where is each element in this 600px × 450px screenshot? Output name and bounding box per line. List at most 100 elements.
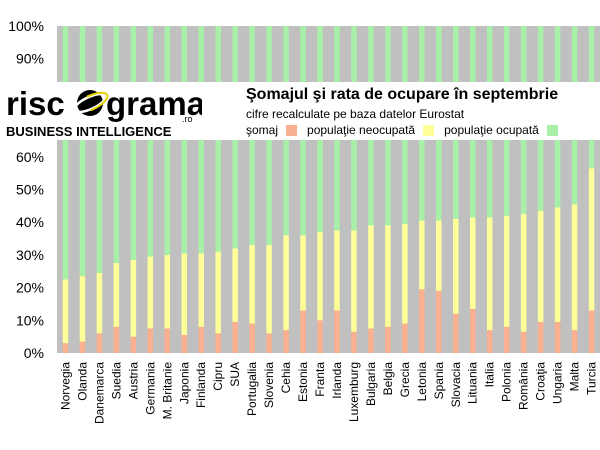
- legend-swatch-neocupata: [423, 124, 435, 136]
- x-label: Portugalia: [245, 362, 259, 416]
- riscograma-logo: risc grama .ro BUSINESS INTELLIGENCE: [6, 84, 202, 139]
- bar-somaj-21: [419, 289, 425, 353]
- bar-ocupata-4: [130, 26, 137, 260]
- svg-text:grama: grama: [106, 85, 202, 122]
- bar-neocupata-19: [385, 225, 391, 327]
- x-label: SUA: [228, 362, 242, 387]
- bar-somaj-20: [402, 323, 408, 353]
- x-label: Norvegia: [58, 362, 72, 410]
- legend: şomaj populaţie neocupată populaţie ocup…: [246, 123, 568, 137]
- bar-neocupata-14: [300, 235, 306, 311]
- x-label: Grecia: [398, 362, 412, 398]
- bar-neocupata-11: [249, 245, 255, 324]
- y-tick-label: 10%: [16, 312, 44, 328]
- x-label: Franta: [313, 362, 327, 397]
- legend-label-ocupata: populaţie ocupată: [444, 123, 539, 137]
- bar-neocupata-24: [469, 217, 476, 309]
- bar-somaj-5: [147, 328, 154, 353]
- bar-somaj-18: [368, 328, 374, 353]
- bar-somaj-16: [334, 310, 340, 353]
- bar-neocupata-15: [317, 232, 323, 321]
- bar-neocupata-5: [147, 256, 154, 329]
- bar-neocupata-25: [486, 217, 493, 331]
- bar-somaj-1: [79, 341, 86, 353]
- bar-somaj-15: [317, 320, 323, 353]
- logo-globe-icon: [71, 90, 109, 116]
- bar-neocupata-8: [198, 253, 204, 327]
- y-tick-label: 20%: [16, 280, 44, 296]
- x-label: Germania: [143, 362, 157, 415]
- bar-neocupata-31: [588, 168, 595, 311]
- legend-label-neocupata: populaţie neocupată: [307, 123, 416, 137]
- bar-somaj-13: [283, 330, 289, 353]
- x-label: Japonia: [177, 362, 191, 404]
- bar-somaj-29: [554, 321, 561, 353]
- bar-somaj-22: [436, 290, 442, 353]
- bar-neocupata-1: [79, 276, 86, 342]
- bar-ocupata-0: [62, 26, 69, 280]
- bar-neocupata-30: [571, 204, 578, 331]
- bar-neocupata-7: [181, 253, 188, 336]
- bar-neocupata-6: [164, 254, 171, 329]
- legend-item-somaj: şomaj: [246, 123, 307, 137]
- x-label: Austria: [126, 362, 140, 400]
- bar-somaj-14: [300, 310, 306, 353]
- bar-neocupata-2: [96, 272, 103, 334]
- x-label: Luxemburg: [347, 362, 361, 422]
- bar-neocupata-4: [130, 259, 137, 337]
- bar-somaj-2: [96, 333, 103, 353]
- bar-somaj-23: [453, 313, 459, 353]
- bar-somaj-0: [62, 343, 69, 353]
- bar-neocupata-29: [554, 207, 561, 322]
- y-tick-label: 40%: [16, 214, 44, 230]
- bar-neocupata-18: [368, 225, 374, 329]
- bar-neocupata-17: [351, 230, 357, 332]
- bar-neocupata-21: [419, 220, 425, 290]
- svg-text:risc: risc: [6, 85, 65, 122]
- chart-subtitle: cifre recalculate pe baza datelor Eurost…: [246, 107, 465, 121]
- x-label: Ungaria: [551, 362, 565, 404]
- bar-neocupata-10: [232, 248, 238, 322]
- x-label: Croaţia: [534, 362, 548, 401]
- x-label: Lituania: [466, 362, 480, 404]
- title-panel: risc grama .ro BUSINESS INTELLIGENCE Şom…: [0, 82, 600, 140]
- x-label: Belgia: [381, 362, 395, 396]
- bar-ocupata-3: [113, 26, 120, 264]
- bar-somaj-4: [130, 336, 137, 353]
- bar-neocupata-27: [520, 214, 527, 332]
- legend-item-ocupata: populaţie ocupată: [444, 123, 568, 137]
- chart-title: Şomajul şi rata de ocupare în septembrie: [246, 86, 559, 103]
- bar-neocupata-23: [453, 218, 459, 314]
- bar-somaj-17: [351, 331, 357, 353]
- bar-somaj-28: [537, 321, 544, 353]
- bars-layer: [57, 26, 600, 353]
- x-label: Olanda: [75, 362, 89, 401]
- bar-somaj-8: [198, 326, 204, 353]
- bar-somaj-6: [164, 328, 171, 353]
- bar-somaj-9: [215, 333, 221, 353]
- bar-ocupata-6: [164, 26, 171, 255]
- x-label: Letonia: [415, 362, 429, 402]
- bar-somaj-24: [469, 308, 476, 353]
- bar-somaj-30: [571, 330, 578, 353]
- bar-somaj-12: [266, 333, 272, 353]
- bar-somaj-3: [113, 326, 120, 353]
- x-axis-labels: Norvegia Olanda Danemarca Suedia Austria Germ…: [58, 362, 598, 424]
- logo-domain: .ro: [182, 114, 193, 124]
- x-label: Malta: [568, 362, 582, 392]
- bar-neocupata-0: [62, 279, 69, 344]
- y-tick-label: 60%: [16, 149, 44, 165]
- bar-neocupata-28: [537, 210, 544, 322]
- x-label: Suedia: [109, 362, 123, 400]
- x-label: Irlanda: [330, 362, 344, 399]
- x-label: Bulgaria: [364, 362, 378, 406]
- x-label: Polonia: [500, 362, 514, 402]
- x-label: Cipru: [211, 362, 225, 391]
- bar-ocupata-2: [96, 26, 103, 273]
- legend-item-neocupata: populaţie neocupată: [307, 123, 444, 137]
- bar-ocupata-1: [79, 26, 86, 277]
- x-label: Slovacia: [449, 362, 463, 408]
- bar-neocupata-3: [113, 263, 120, 327]
- x-label: Spania: [432, 362, 446, 400]
